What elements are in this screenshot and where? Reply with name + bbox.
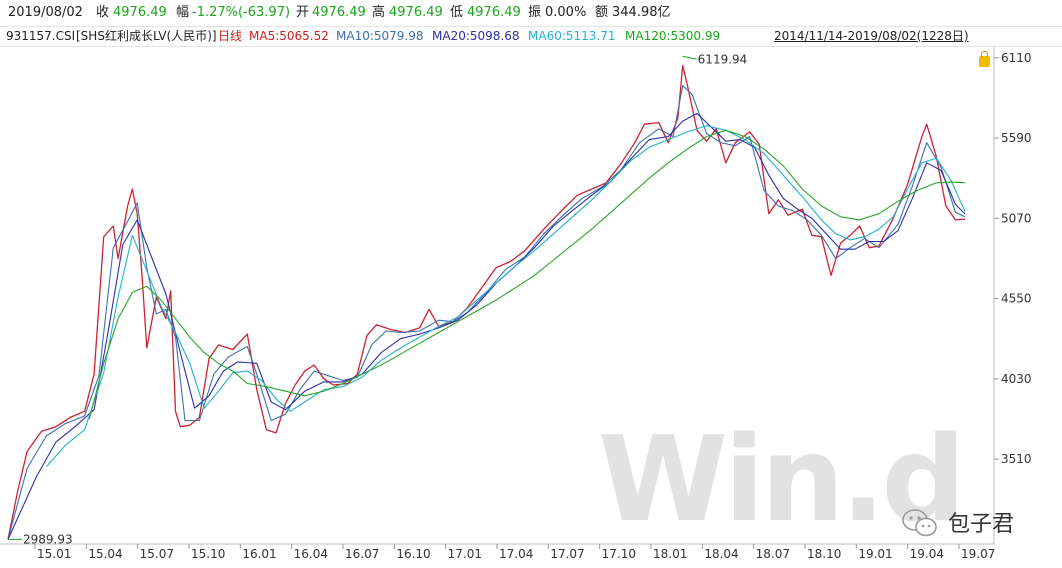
wechat-icon	[902, 509, 937, 537]
y-tick-label: 5070	[1001, 211, 1032, 225]
ma20-legend: MA20:5098.68	[432, 29, 520, 43]
ma120-legend: MA120:5300.99	[625, 29, 721, 43]
annotation-label: 6119.94	[698, 52, 748, 66]
x-tick-label: 15.07	[140, 547, 174, 561]
frequency-label[interactable]: 日线	[218, 29, 243, 43]
x-tick-label: 16.10	[396, 547, 430, 561]
high-value: 4976.49	[389, 5, 443, 20]
change-label: 幅	[176, 5, 190, 20]
y-tick-label: 5590	[1001, 131, 1032, 145]
x-tick-label: 17.01	[448, 547, 482, 561]
y-tick-label: 4030	[1001, 372, 1032, 386]
amount-value: 344.98亿	[612, 5, 671, 20]
y-axis-ticks: 3510 4030 4550 5070 5590 6110	[994, 51, 1032, 466]
x-tick-label: 16.01	[242, 547, 276, 561]
index-code: 931157.CSI	[6, 29, 76, 43]
y-tick-label: 3510	[1001, 452, 1032, 466]
ma10-legend: MA10:5079.98	[336, 29, 424, 43]
x-tick-label: 19.07	[961, 547, 995, 561]
x-tick-label: 18.04	[704, 547, 738, 561]
series-ma120-line	[88, 129, 966, 420]
annotation-label: 2989.93	[23, 532, 73, 546]
ma60-legend: MA60:5113.71	[528, 29, 616, 43]
lock-icon[interactable]	[979, 51, 990, 67]
close-value: 4976.49	[113, 5, 167, 20]
series-ma60-line	[45, 125, 966, 468]
ma-lines	[7, 64, 966, 540]
x-tick-label: 19.04	[910, 547, 944, 561]
quote-date: 2019/08/02	[8, 5, 83, 20]
y-tick-label: 4550	[1001, 292, 1032, 306]
change-value: -1.27%(-63.97)	[192, 5, 291, 20]
y-tick-label: 6110	[1001, 51, 1032, 65]
x-axis-ticks: 15.01 15.04 15.07 15.10 16.01 16.04 16.07 16.10…	[34, 544, 995, 561]
high-label: 高	[372, 5, 386, 20]
ma5-legend: MA5:5065.52	[249, 29, 329, 43]
open-value: 4976.49	[312, 5, 366, 20]
chart-annotations: 6119.94 2989.93	[8, 52, 747, 546]
watermark: Win.d	[598, 410, 966, 548]
x-tick-label: 18.10	[807, 547, 841, 561]
x-tick-label: 17.04	[499, 547, 533, 561]
x-tick-label: 15.01	[37, 547, 71, 561]
quote-header: 2019/08/02 收 4976.49 幅 -1.27%(-63.97) 开 …	[0, 0, 1062, 27]
x-tick-label: 15.10	[191, 547, 225, 561]
low-label: 低	[450, 5, 464, 20]
amount-label: 额	[595, 5, 609, 20]
open-label: 开	[296, 5, 310, 20]
amplitude-label: 振	[528, 5, 542, 20]
x-tick-label: 16.07	[345, 547, 379, 561]
index-name: [SHS红利成长LV(人民币)]	[76, 29, 217, 43]
x-tick-label: 18.01	[653, 547, 687, 561]
x-tick-label: 15.04	[88, 547, 122, 561]
x-tick-label: 19.01	[858, 547, 892, 561]
x-tick-label: 17.10	[602, 547, 636, 561]
x-tick-label: 18.07	[756, 547, 790, 561]
amplitude-value: 0.00%	[545, 5, 587, 20]
low-value: 4976.49	[467, 5, 521, 20]
indicator-legend: 931157.CSI [SHS红利成长LV(人民币)] 日线 MA5:5065.…	[0, 26, 1062, 67]
close-label: 收	[96, 5, 110, 20]
x-tick-label: 17.07	[550, 547, 584, 561]
date-range[interactable]: 2014/11/14-2019/08/02(1228日)	[774, 29, 969, 43]
brand-name: 包子君	[948, 512, 1015, 537]
x-tick-label: 16.04	[294, 547, 328, 561]
annotation-leader	[682, 55, 697, 60]
